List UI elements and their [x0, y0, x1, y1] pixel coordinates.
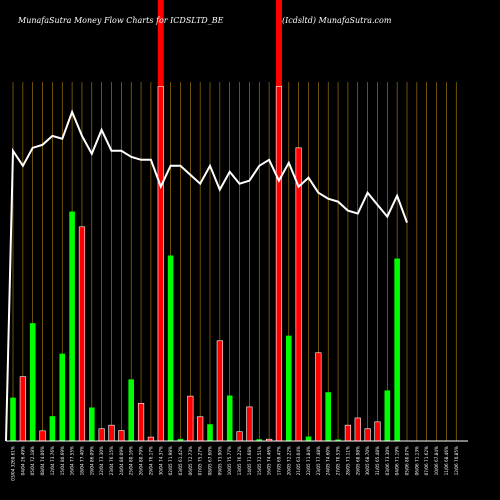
chart-title-left: MunafaSutra Money Flow Charts for ICDSLT…	[17, 16, 224, 25]
x-tick-label: 12/04 73.76%	[50, 446, 55, 475]
x-tick-label: 25/04 80.16%	[129, 446, 134, 475]
x-tick-label: 30/05 68.70%	[365, 446, 370, 475]
volume-bar	[305, 436, 312, 441]
x-tick-label: 12/06 70.85%	[454, 446, 459, 475]
volume-bar	[325, 392, 331, 441]
volume-bar	[344, 424, 352, 442]
money-flow-line	[5, 109, 408, 442]
x-tick-label: 02/05 71.98%	[168, 446, 173, 475]
x-tick-label: 11/06 68.46%	[444, 446, 449, 475]
x-tick-label: 09/05 73.90%	[217, 446, 222, 475]
volume-bar	[394, 258, 400, 441]
volume-bar	[364, 428, 371, 442]
volume-bar	[10, 397, 16, 441]
x-tick-label: 17/05 69.47%	[276, 446, 281, 475]
volume-bar	[118, 430, 125, 442]
x-tick-label: 29/04 76.17%	[148, 446, 153, 475]
volume-bar	[157, 86, 164, 442]
x-tick-label: 14/05 71.68%	[247, 446, 252, 475]
x-tick-label: 26/04 80.79%	[139, 446, 144, 475]
gridlines	[12, 82, 457, 441]
x-tick-label: 04/06 71.19%	[395, 446, 400, 475]
volume-bar	[128, 379, 134, 441]
volume-bar	[374, 421, 381, 442]
volume-bar	[69, 211, 75, 441]
x-tick-label: 21/05 63.04%	[296, 446, 301, 475]
x-tick-label: 10/05 75.77%	[227, 446, 232, 475]
volume-bar	[39, 430, 46, 442]
x-tick-label: 29/05 68.98%	[355, 446, 360, 475]
x-tick-label: 03/04 3268.61%	[11, 446, 16, 481]
volume-bar	[384, 390, 391, 441]
x-tick-label: 08/05 67.60%	[208, 446, 213, 475]
x-tick-label: 16/04 77.55%	[70, 446, 75, 475]
volume-bar	[147, 436, 155, 442]
x-tick-label: 05/04 72.18%	[30, 446, 35, 475]
volume-bar	[98, 428, 105, 442]
x-tick-label: 31/05 65.48%	[375, 446, 380, 475]
volume-bar	[275, 86, 283, 442]
x-tick-label: 19/04 86.09%	[89, 446, 94, 475]
x-tick-label: 30/04 74.37%	[158, 446, 163, 475]
volume-bar	[236, 431, 243, 442]
x-tick-label: 13/05 76.22%	[237, 446, 242, 475]
volume-bar	[19, 376, 26, 442]
volume-bar	[197, 416, 204, 442]
volume-bar	[177, 438, 184, 441]
volume-bar	[256, 439, 263, 441]
x-tick-label: 10/06 67.84%	[434, 446, 439, 475]
x-tick-label: 24/04 80.09%	[119, 446, 124, 475]
x-tick-label: 05/06 80.07%	[405, 446, 410, 475]
volume-bar	[207, 424, 213, 441]
x-tick-label: 15/05 72.51%	[257, 446, 262, 475]
x-tick-labels: 03/04 3268.61% 04/04 26.49% 05/04 72.18% 08…	[11, 446, 459, 481]
x-tick-label: 16/05 74.46%	[267, 446, 272, 475]
x-tick-label: 06/06 71.13%	[414, 446, 419, 475]
x-tick-label: 23/04 76.15%	[109, 446, 114, 475]
volume-bar	[167, 255, 174, 441]
volume-bar	[187, 395, 194, 442]
volume-bar	[49, 416, 56, 441]
volume-bar	[137, 403, 145, 442]
chart-title-right: (Icdsltd) MunafaSutra.com	[282, 16, 392, 25]
volume-bars	[10, 0, 400, 442]
volume-bar	[246, 406, 253, 442]
x-tick-label: 04/04 26.49%	[20, 446, 25, 475]
x-tick-label: 22/05 71.84%	[306, 446, 311, 475]
volume-bar	[216, 340, 223, 442]
x-tick-label: 06/05 72.73%	[188, 446, 193, 475]
x-tick-label: 22/04 73.30%	[99, 446, 104, 475]
x-tick-label: 27/05 70.53%	[336, 446, 341, 475]
x-tick-label: 07/06 71.62%	[424, 446, 429, 475]
x-tick-label: 18/04 77.40%	[80, 446, 85, 475]
volume-bar	[315, 352, 322, 442]
volume-bar	[295, 147, 302, 442]
x-tick-label: 08/04 74.06%	[40, 446, 45, 475]
x-tick-label: 07/05 75.27%	[198, 446, 203, 475]
volume-bar	[286, 335, 292, 441]
volume-bar	[108, 424, 115, 442]
volume-bar	[354, 417, 361, 442]
x-tick-label: 03/06 73.30%	[385, 446, 390, 475]
volume-bar	[29, 323, 36, 441]
volume-bar	[226, 395, 233, 441]
x-tick-label: 23/05 77.48%	[316, 446, 321, 475]
x-tick-label: 15/04 80.69%	[60, 446, 65, 475]
volume-bar	[89, 407, 95, 441]
volume-bar	[59, 353, 66, 441]
x-tick-label: 20/05 72.22%	[286, 446, 291, 475]
x-tick-label: 24/05 74.60%	[326, 446, 331, 475]
volume-bar	[78, 226, 86, 442]
x-tick-label: 03/05 61.42%	[178, 446, 183, 475]
volume-bar	[335, 439, 341, 441]
x-tick-label: 28/05 73.11%	[345, 446, 350, 475]
